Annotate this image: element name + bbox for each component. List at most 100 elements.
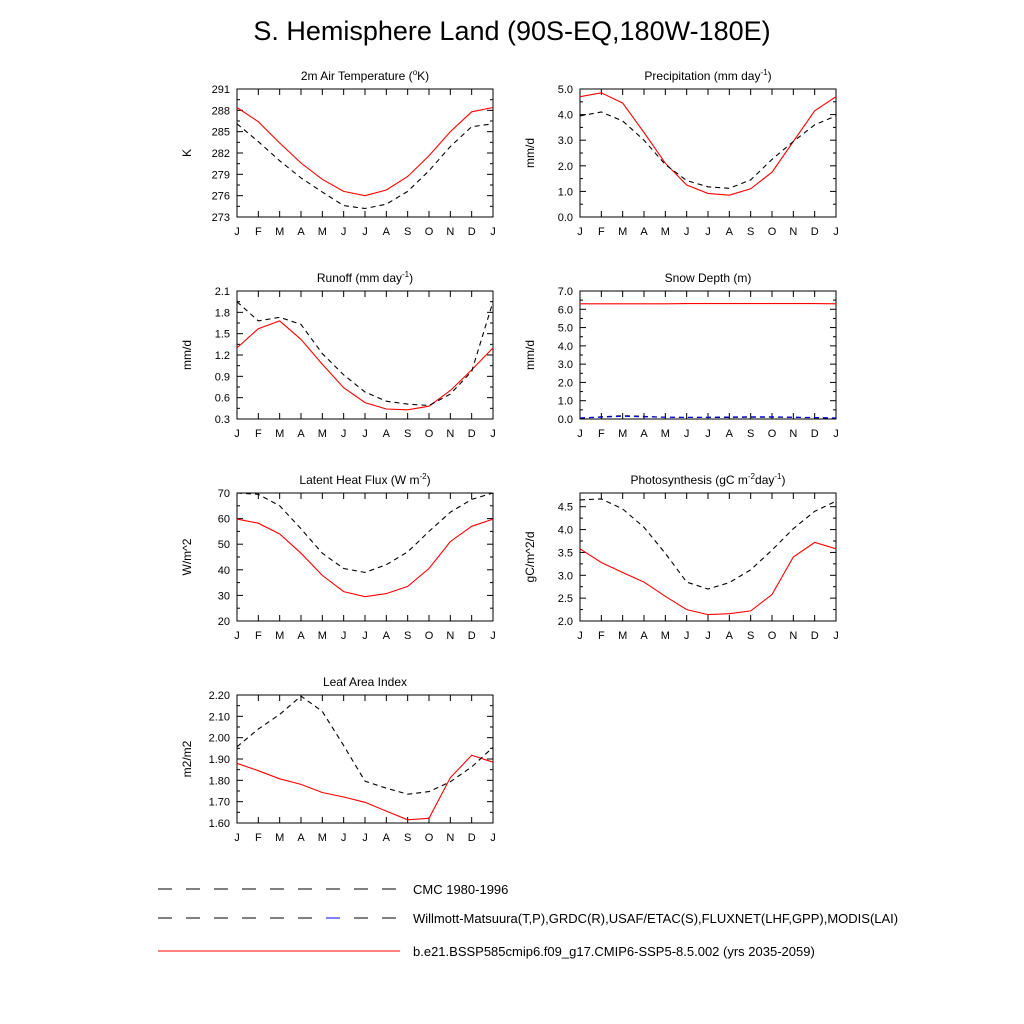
y-tick-label: 2.0 <box>558 377 573 389</box>
x-tick-label: M <box>661 428 670 440</box>
panel-title: 2m Air Temperature (oK) <box>301 68 429 83</box>
x-tick-label: A <box>383 428 391 440</box>
plot-frame <box>236 492 494 622</box>
x-tick-label: J <box>577 428 583 440</box>
y-tick-label: 20 <box>218 616 230 628</box>
x-tick-label: F <box>598 630 605 642</box>
x-tick-label: J <box>362 630 368 642</box>
y-tick-label: 6.0 <box>558 304 573 316</box>
y-tick-label: 279 <box>212 169 230 181</box>
x-tick-label: J <box>341 226 347 238</box>
series-line-2 <box>236 492 494 573</box>
series-line-1 <box>236 518 494 598</box>
y-tick-label: 3.5 <box>558 547 573 559</box>
x-tick-label: J <box>362 832 368 844</box>
y-tick-label: 1.0 <box>558 186 573 198</box>
y-tick-label: 1.5 <box>215 329 230 341</box>
y-tick-label: 3.0 <box>558 135 573 147</box>
x-tick-label: J <box>362 226 368 238</box>
x-tick-label: D <box>468 226 476 238</box>
x-tick-label: A <box>297 226 305 238</box>
y-tick-label: 2.5 <box>558 593 573 605</box>
x-tick-label: D <box>811 428 819 440</box>
panel-title: Leaf Area Index <box>323 675 407 689</box>
x-tick-label: F <box>255 226 262 238</box>
x-tick-label: M <box>275 226 284 238</box>
panel-5: Latent Heat Flux (W m-2) J F M A M J J A S O N D J 20 3… <box>180 472 496 642</box>
x-tick-label: O <box>425 226 434 238</box>
x-tick-label: N <box>789 630 797 642</box>
x-tick-label: A <box>297 428 305 440</box>
panel-title: Snow Depth (m) <box>665 271 752 285</box>
x-tick-label: N <box>446 832 454 844</box>
x-tick-label: J <box>234 832 240 844</box>
y-tick-label: 60 <box>218 514 230 526</box>
y-tick-label: 30 <box>218 590 230 602</box>
x-tick-label: S <box>747 226 754 238</box>
y-axis-label: mm/d <box>523 340 537 370</box>
y-tick-label: 50 <box>218 539 230 551</box>
x-tick-label: M <box>661 226 670 238</box>
x-tick-label: J <box>362 428 368 440</box>
panel-title: Latent Heat Flux (W m-2) <box>299 472 430 487</box>
plot-frame <box>579 290 837 420</box>
y-tick-label: 0.0 <box>558 212 573 224</box>
y-tick-label: 1.2 <box>215 350 230 362</box>
x-tick-label: M <box>275 630 284 642</box>
x-tick-label: F <box>255 428 262 440</box>
x-tick-label: J <box>341 428 347 440</box>
legend-label: CMC 1980-1996 <box>413 882 508 897</box>
y-axis-label: m2/m2 <box>180 740 194 777</box>
x-tick-label: J <box>234 630 240 642</box>
page-title: S. Hemisphere Land (90S-EQ,180W-180E) <box>253 16 771 46</box>
y-tick-label: 1.90 <box>209 754 230 766</box>
x-tick-label: D <box>468 630 476 642</box>
y-tick-label: 1.0 <box>558 396 573 408</box>
legend-item-3: b.e21.BSSP585cmip6.f09_g17.CMIP6-SSP5-8.… <box>158 944 815 959</box>
plot-frame <box>579 492 837 622</box>
x-tick-label: S <box>404 428 411 440</box>
x-tick-label: D <box>468 428 476 440</box>
legend-label: Willmott-Matsuura(T,P),GRDC(R),USAF/ETAC… <box>413 911 898 926</box>
x-tick-label: M <box>618 630 627 642</box>
x-tick-label: M <box>318 630 327 642</box>
series-line-2 <box>236 695 494 795</box>
y-tick-label: 40 <box>218 565 230 577</box>
y-axis-label: mm/d <box>523 138 537 168</box>
y-tick-label: 5.0 <box>558 84 573 96</box>
x-tick-label: O <box>425 428 434 440</box>
x-tick-label: A <box>297 832 305 844</box>
series-line-2 <box>236 301 494 407</box>
x-tick-label: S <box>404 832 411 844</box>
x-tick-label: O <box>425 630 434 642</box>
series-line-2 <box>579 111 837 189</box>
panel-title: Precipitation (mm day-1) <box>644 68 771 83</box>
y-tick-label: 1.60 <box>209 818 230 830</box>
y-tick-label: 1.70 <box>209 797 230 809</box>
x-tick-label: A <box>726 428 734 440</box>
x-tick-label: J <box>833 630 839 642</box>
x-tick-label: M <box>618 226 627 238</box>
x-tick-label: J <box>234 226 240 238</box>
panel-title: Runoff (mm day-1) <box>317 270 413 285</box>
panel-2: Precipitation (mm day-1) J F M A M J J A S O N D J 0.0… <box>523 68 839 238</box>
x-tick-label: J <box>684 630 690 642</box>
x-tick-label: M <box>318 832 327 844</box>
x-tick-label: J <box>490 226 496 238</box>
y-tick-label: 5.0 <box>558 323 573 335</box>
y-axis-label: K <box>180 149 194 157</box>
x-tick-label: J <box>341 832 347 844</box>
x-tick-label: A <box>640 428 648 440</box>
y-axis-label: gC/m^2/d <box>523 532 537 583</box>
series-line-2 <box>579 498 837 590</box>
y-tick-label: 0.3 <box>215 414 230 426</box>
panel-3: Runoff (mm day-1) J F M A M J J A S O N D J 0.3 0.6 0.9 1… <box>180 270 496 440</box>
y-tick-label: 2.10 <box>209 711 230 723</box>
x-tick-label: N <box>789 428 797 440</box>
series-line-1 <box>236 106 494 197</box>
x-tick-label: O <box>425 832 434 844</box>
x-tick-label: S <box>747 630 754 642</box>
y-tick-label: 1.80 <box>209 775 230 787</box>
y-tick-label: 2.0 <box>558 161 573 173</box>
y-tick-label: 0.0 <box>558 414 573 426</box>
